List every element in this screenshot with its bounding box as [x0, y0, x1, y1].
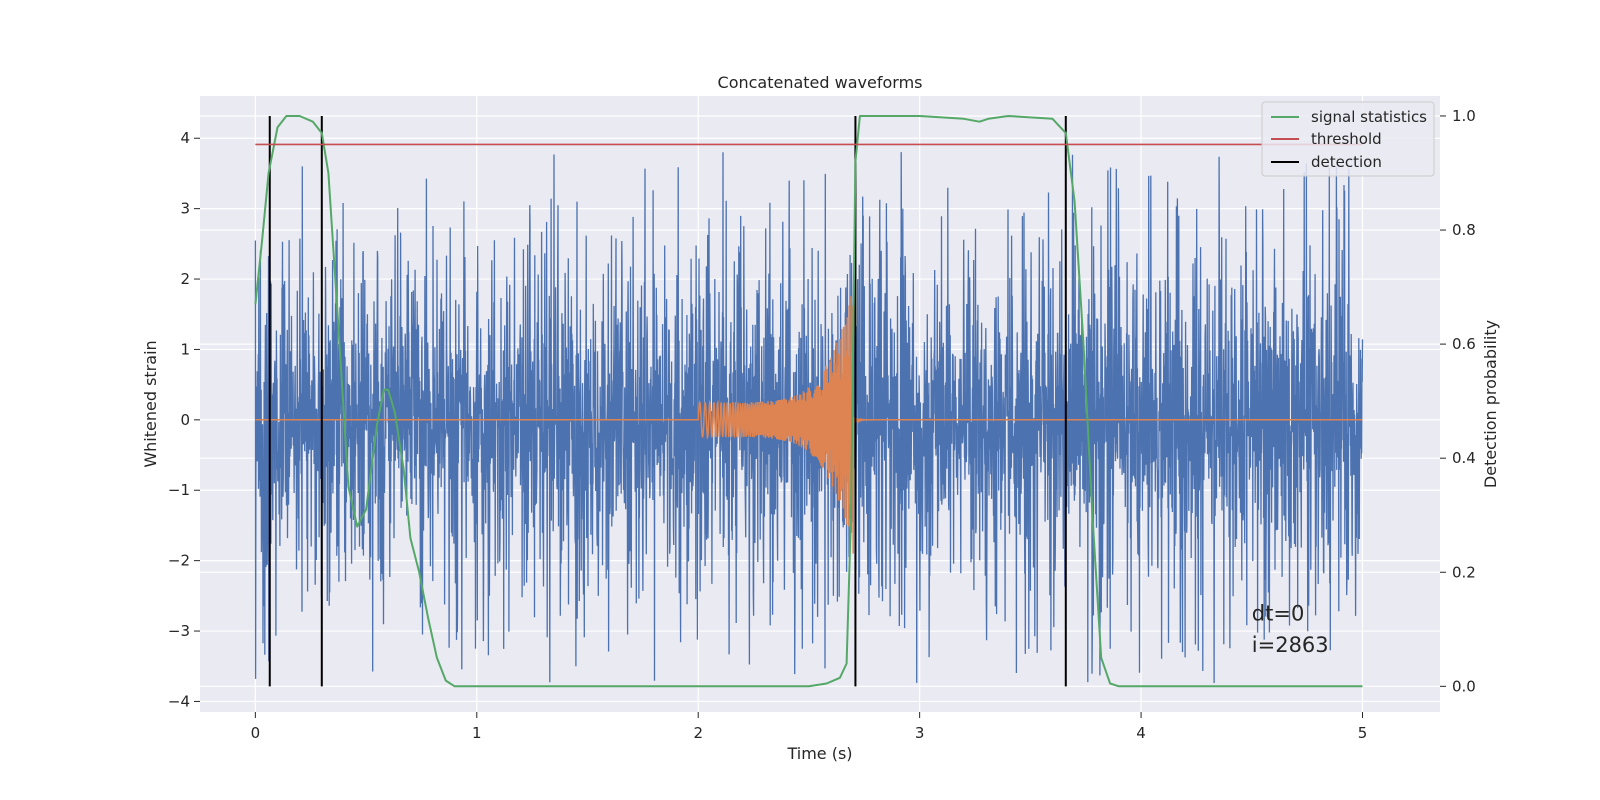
y2-tick-label-5: 1.0 — [1452, 107, 1476, 125]
chart-title: Concatenated waveforms — [718, 73, 923, 92]
x-tick-label-2: 2 — [693, 724, 703, 742]
y-tick-label-2: −2 — [168, 552, 190, 570]
annotation-iteration: i=2863 — [1252, 633, 1329, 657]
x-tick-label-5: 5 — [1358, 724, 1368, 742]
y2-tick-label-0: 0.0 — [1452, 677, 1476, 695]
y-tick-label-5: 1 — [180, 340, 190, 358]
x-tick-label-1: 1 — [472, 724, 482, 742]
legend-label-signal-statistics: signal statistics — [1311, 108, 1427, 126]
x-tick-label-4: 4 — [1136, 724, 1146, 742]
y-tick-label-1: −3 — [168, 622, 190, 640]
legend-label-threshold: threshold — [1311, 130, 1382, 148]
y-axis-label: Whitened strain — [141, 340, 160, 467]
y2-tick-label-2: 0.4 — [1452, 449, 1476, 467]
y2-tick-label-4: 0.8 — [1452, 221, 1476, 239]
y-tick-label-3: −1 — [168, 481, 190, 499]
y-tick-label-6: 2 — [180, 270, 190, 288]
x-axis-label: Time (s) — [786, 744, 852, 763]
x-tick-label-0: 0 — [251, 724, 261, 742]
y2-tick-label-1: 0.2 — [1452, 563, 1476, 581]
annotation-dt: dt=0 — [1252, 601, 1305, 625]
legend: signal statistics threshold detection — [1261, 101, 1435, 177]
signal-statistics-series — [254, 115, 1363, 688]
chirp-line — [255, 296, 1363, 554]
y-tick-label-8: 4 — [180, 129, 190, 147]
y-tick-label-4: 0 — [180, 411, 190, 429]
noise-series — [254, 152, 1364, 684]
y-ticks: −4 −3 −2 −1 0 1 2 3 4 — [168, 129, 200, 710]
y2-tick-label-3: 0.6 — [1452, 335, 1476, 353]
y-tick-label-0: −4 — [168, 692, 190, 710]
x-tick-label-3: 3 — [915, 724, 925, 742]
y-tick-label-7: 3 — [180, 200, 190, 218]
y2-ticks: 0.0 0.2 0.4 0.6 0.8 1.0 — [1440, 107, 1476, 695]
legend-label-detection: detection — [1311, 153, 1382, 171]
signal-statistics-line — [254, 115, 1363, 688]
y2-axis-label: Detection probability — [1481, 320, 1500, 488]
x-ticks: 0 1 2 3 4 5 — [251, 712, 1368, 742]
legend-box — [1261, 101, 1435, 177]
chirp-series — [255, 296, 1363, 554]
noise-line — [254, 152, 1364, 684]
